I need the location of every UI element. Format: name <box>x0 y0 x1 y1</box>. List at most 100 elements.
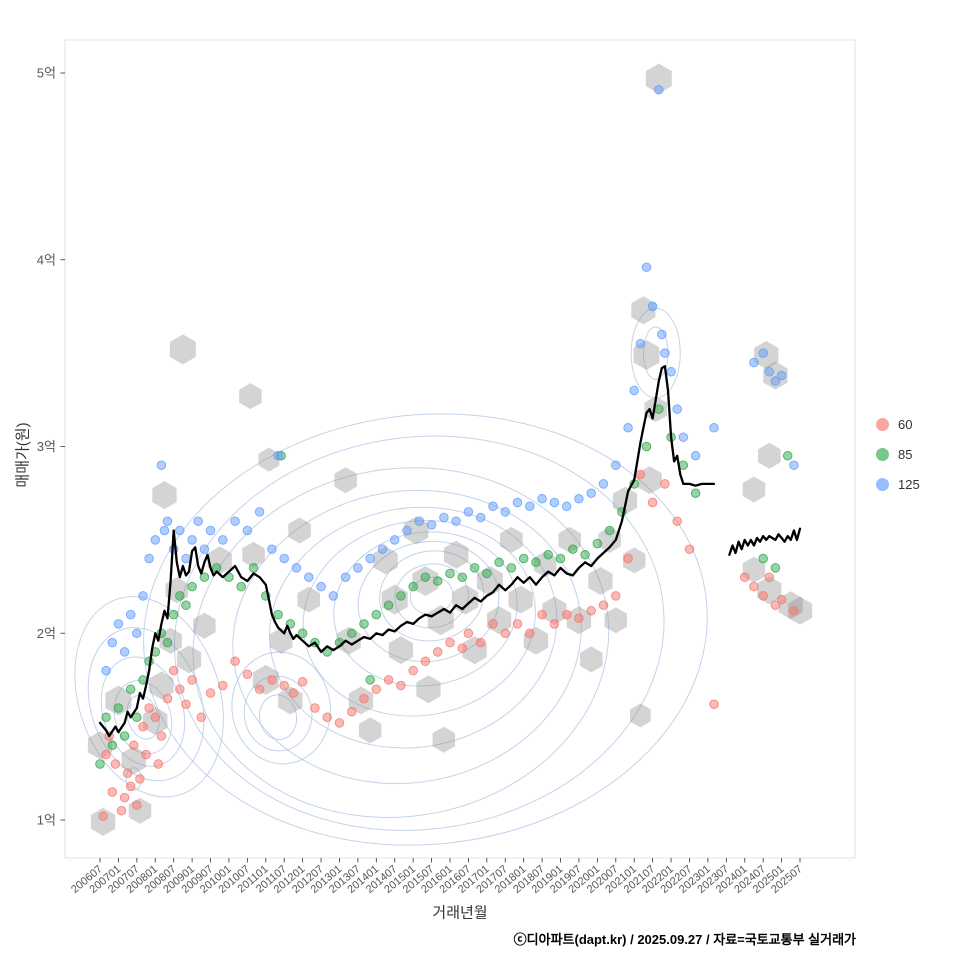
scatter-point-125 <box>254 507 265 517</box>
hexbin-cell <box>149 671 174 700</box>
legend-label: 60 <box>898 417 913 432</box>
scatter-point-125 <box>304 572 314 582</box>
y-tick-label: 4억 <box>37 252 56 267</box>
scatter-point-125 <box>439 512 449 523</box>
scatter-point-60 <box>267 675 277 685</box>
scatter-point-60 <box>119 792 130 803</box>
density-contour <box>231 651 331 765</box>
scatter-point-125 <box>402 525 412 536</box>
scatter-point-125 <box>107 637 118 648</box>
scatter-point-125 <box>749 357 759 368</box>
scatter-point-60 <box>359 693 369 704</box>
scatter-point-85 <box>592 538 603 549</box>
legend-label: 125 <box>898 477 920 492</box>
hexbin-cell <box>630 703 651 728</box>
scatter-point-60 <box>371 684 382 695</box>
legend-marker-icon <box>876 418 889 431</box>
hexbin-cell <box>588 567 613 595</box>
scatter-point-85 <box>641 441 652 452</box>
scatter-point-85 <box>518 553 529 564</box>
scatter-point-60 <box>789 606 799 616</box>
scatter-point-60 <box>739 572 750 582</box>
scatter-point-125 <box>125 609 136 620</box>
scatter-point-60 <box>396 680 406 691</box>
hexbin-cell <box>373 546 398 575</box>
legend-item-85: 85 <box>876 444 920 465</box>
scatter-point-85 <box>371 609 382 620</box>
scatter-point-125 <box>181 553 191 564</box>
density-contour <box>357 540 500 663</box>
scatter-point-60 <box>623 553 633 564</box>
density-contour <box>74 596 224 798</box>
scatter-point-85 <box>181 600 191 610</box>
scatter-point-125 <box>537 494 547 504</box>
scatter-point-85 <box>432 576 443 586</box>
scatter-point-60 <box>242 669 253 680</box>
scatter-point-125 <box>709 423 719 433</box>
density-contour <box>302 520 536 717</box>
scatter-point-125 <box>598 479 609 489</box>
hexbin-cell <box>444 540 469 569</box>
hexbin-cell <box>432 726 456 753</box>
scatter-point-60 <box>611 591 621 601</box>
scatter-layer <box>95 85 799 822</box>
scatter-point-125 <box>475 512 486 523</box>
scatter-point-125 <box>660 348 670 358</box>
scatter-point-60 <box>586 606 596 616</box>
hexbin-cell <box>416 675 441 704</box>
scatter-point-125 <box>574 494 584 504</box>
scatter-point-85 <box>273 609 283 620</box>
scatter-point-60 <box>709 699 719 709</box>
hexbin-cell <box>500 526 523 553</box>
scatter-point-85 <box>445 568 455 579</box>
scatter-point-85 <box>506 563 517 573</box>
scatter-point-60 <box>122 768 133 779</box>
scatter-point-85 <box>531 557 541 568</box>
scatter-point-125 <box>175 525 185 536</box>
scatter-point-125 <box>426 520 437 530</box>
hexbin-cell <box>176 645 202 674</box>
scatter-point-60 <box>101 749 111 760</box>
scatter-point-125 <box>549 497 560 508</box>
scatter-point-125 <box>316 581 326 592</box>
density-contour <box>394 563 469 629</box>
scatter-point-85 <box>187 581 197 592</box>
scatter-point-60 <box>187 675 197 685</box>
scatter-point-85 <box>168 609 179 620</box>
density-contour <box>333 531 518 687</box>
x-axis-title: 거래년월 <box>432 904 488 922</box>
hexbin-cell <box>90 807 116 836</box>
hexbin-cell <box>288 517 311 544</box>
hexbin-cell <box>388 636 413 665</box>
scatter-point-85 <box>396 591 406 601</box>
scatter-point-85 <box>758 553 768 564</box>
scatter-point-85 <box>162 637 173 648</box>
hexbin-cell <box>269 627 293 654</box>
scatter-point-60 <box>334 718 345 728</box>
scatter-point-125 <box>414 516 425 526</box>
scatter-point-125 <box>623 423 633 433</box>
scatter-point-85 <box>482 568 492 579</box>
legend-item-60: 60 <box>876 414 920 435</box>
density-contour <box>87 627 205 782</box>
scatter-point-125 <box>199 544 210 554</box>
scatter-point-85 <box>95 759 105 769</box>
scatter-point-125 <box>512 497 523 508</box>
scatter-point-60 <box>288 688 299 698</box>
legend-item-125: 125 <box>876 474 920 495</box>
scatter-point-60 <box>322 712 332 723</box>
scatter-point-125 <box>377 544 388 554</box>
scatter-point-85 <box>297 628 308 639</box>
scatter-point-85 <box>125 684 136 695</box>
scatter-point-125 <box>758 348 768 358</box>
scatter-point-60 <box>537 609 547 620</box>
scatter-point-125 <box>132 628 142 639</box>
scatter-point-125 <box>230 516 240 526</box>
scatter-point-125 <box>242 525 253 536</box>
footer-credit: ⓒ디아파트(dapt.kr) / 2025.09.27 / 자료=국토교통부 실… <box>513 932 856 947</box>
scatter-point-60 <box>125 781 136 792</box>
scatter-point-125 <box>629 385 639 396</box>
density-contour <box>232 489 582 785</box>
scatter-point-60 <box>770 600 781 610</box>
